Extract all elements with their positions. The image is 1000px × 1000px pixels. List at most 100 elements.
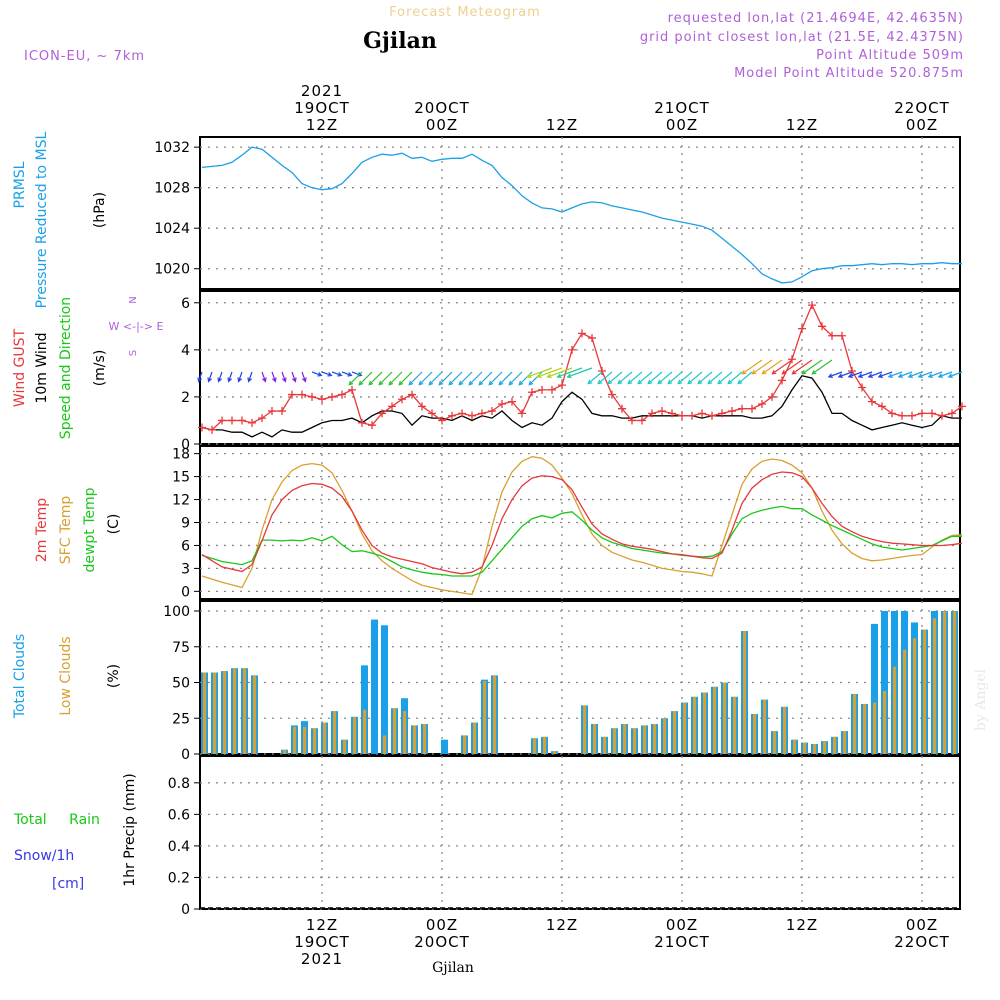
- wind-gust-marker: [468, 411, 476, 420]
- wind-direction-arrowhead: [607, 379, 613, 385]
- wind-direction-arrowhead: [667, 379, 673, 385]
- wind-direction-arrowhead: [857, 373, 863, 378]
- time-axis-label: 22OCT: [894, 99, 950, 117]
- wind-gust-marker: [778, 376, 786, 385]
- wind-direction-arrowhead: [897, 373, 903, 378]
- low-cloud-bar: [913, 638, 917, 754]
- wind-direction-arrow: [781, 359, 803, 375]
- wind-label-10m: 10m Wind: [34, 332, 50, 403]
- total-cloud-bar: [441, 739, 448, 754]
- wind-direction-arrow: [811, 359, 833, 375]
- wind-direction-arrowhead: [617, 379, 623, 385]
- wind-direction-arrowhead: [566, 373, 572, 379]
- wind-direction-arrow: [761, 359, 783, 375]
- low-cloud-bar: [593, 723, 597, 754]
- low-cloud-bar: [713, 686, 717, 754]
- low-cloud-bar: [693, 696, 697, 754]
- precip-label-unit: 1hr Precip (mm): [122, 773, 138, 886]
- wind-direction-arrowhead: [478, 380, 484, 386]
- wind-gust-marker: [948, 409, 956, 418]
- wind-direction-arrowhead: [697, 379, 703, 385]
- low-cloud-bar: [783, 706, 787, 754]
- time-axis-label: 00Z: [426, 116, 458, 134]
- wind-direction-arrowhead: [887, 373, 893, 378]
- wind-gust-marker: [658, 407, 666, 416]
- precip-label-cm: [cm]: [52, 876, 84, 892]
- wind-direction-arrowhead: [801, 369, 807, 375]
- wind-gust-marker: [908, 411, 916, 420]
- clouds-ytick-label: 75: [172, 640, 190, 656]
- low-cloud-bar: [813, 743, 817, 754]
- wind-gust-marker: [668, 409, 676, 418]
- wind-direction-arrow: [508, 371, 523, 386]
- wind-direction-arrowhead: [811, 369, 817, 375]
- low-cloud-bar: [933, 618, 937, 754]
- low-cloud-bar: [203, 672, 207, 754]
- wind-direction-arrow: [238, 371, 243, 382]
- model-label: ICON-EU, ~ 7km: [24, 49, 145, 64]
- wind-gust-marker: [828, 331, 836, 340]
- wind-direction-arrow: [928, 371, 943, 378]
- compass-north: N: [128, 296, 139, 303]
- low-cloud-bar: [223, 671, 227, 754]
- time-axis-label: 20OCT: [414, 933, 470, 951]
- low-cloud-bar: [613, 728, 617, 754]
- wind-direction-arrowhead: [556, 373, 562, 379]
- wind-direction-arrow: [791, 359, 813, 375]
- low-cloud-bar: [313, 728, 317, 754]
- clouds-ytick-label: 25: [172, 711, 190, 727]
- wind-direction-arrow: [617, 371, 633, 385]
- wind-direction-arrowhead: [917, 373, 923, 378]
- wind-direction-arrowhead: [498, 380, 504, 386]
- time-axis-label: 12Z: [546, 116, 578, 134]
- temp-label-dewpt: dewpt Temp: [82, 487, 98, 572]
- wind-direction-arrowhead: [327, 372, 333, 377]
- wind-direction-arrowhead: [292, 377, 297, 383]
- wind-direction-arrowhead: [536, 373, 542, 379]
- wind-direction-arrowhead: [468, 380, 474, 386]
- dewpt-temp-line: [201, 505, 962, 577]
- wind-direction-arrow: [858, 371, 873, 378]
- wind-direction-arrow: [341, 371, 352, 376]
- wind-direction-arrowhead: [488, 380, 494, 386]
- precip-ytick-label: 0.8: [168, 776, 190, 792]
- wind-gust-marker: [878, 402, 886, 411]
- point-altitude: Point Altitude 509m: [816, 48, 964, 63]
- low-cloud-bar: [663, 718, 667, 754]
- wind-direction-arrowhead: [907, 373, 913, 378]
- pressure-frame: [199, 136, 961, 290]
- low-cloud-bar: [423, 723, 427, 754]
- wind-gust-marker: [418, 402, 426, 411]
- low-cloud-bar: [213, 672, 217, 754]
- wind-gust-marker: [838, 331, 846, 340]
- wind-direction-arrowhead: [627, 379, 633, 385]
- pressure-ytick-label: 1020: [154, 262, 190, 278]
- wind-direction-arrowhead: [518, 380, 524, 386]
- wind-gust-marker: [558, 381, 566, 390]
- wind-direction-arrow: [597, 371, 613, 385]
- wind-gust-marker: [228, 416, 236, 425]
- wind-direction-arrow: [198, 371, 203, 382]
- wind-gust-marker: [238, 416, 246, 425]
- wind-gust-marker: [358, 418, 366, 427]
- wind-gust-marker: [248, 418, 256, 427]
- low-cloud-bar: [623, 723, 627, 754]
- location-title: Gjilan: [363, 28, 437, 54]
- wind-gust-marker: [508, 397, 516, 406]
- wind-direction-arrow: [717, 371, 733, 385]
- wind-direction-arrowhead: [526, 373, 532, 379]
- wind-direction-arrowhead: [847, 373, 853, 378]
- wind-direction-arrow: [228, 371, 233, 382]
- wind-direction-arrowhead: [741, 369, 747, 375]
- low-cloud-bar: [773, 731, 777, 754]
- temperature-ytick-label: 9: [181, 516, 190, 532]
- precip-panel: 0 0.2 0.4 0.6 0.8: [168, 755, 961, 918]
- time-axis-label: 12Z: [546, 916, 578, 934]
- wind-gust-marker: [638, 416, 646, 425]
- time-axis-label: 19OCT: [294, 933, 350, 951]
- wind-gust-marker: [308, 392, 316, 401]
- wind-speed-line: [201, 374, 962, 438]
- wind-direction-arrow: [301, 371, 306, 382]
- pressure-panel: 1020 1024 1028 1032: [154, 136, 962, 290]
